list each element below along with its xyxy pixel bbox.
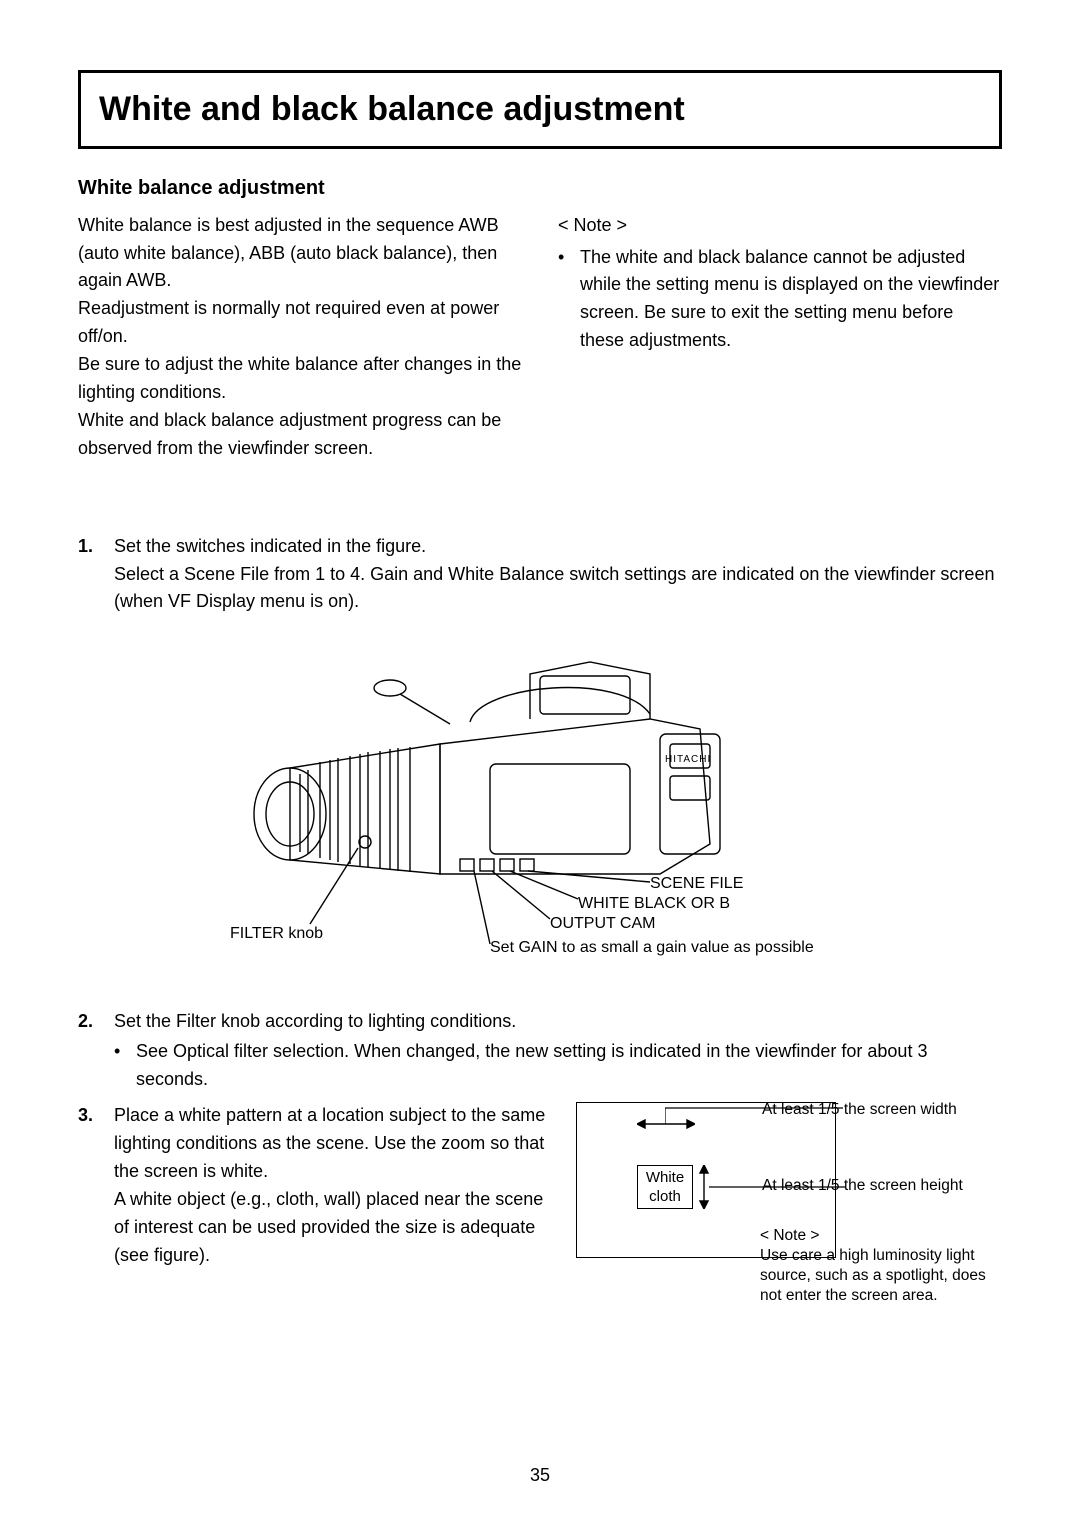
label-output-cam: OUTPUT CAM bbox=[550, 912, 655, 937]
page-number: 35 bbox=[530, 1462, 550, 1490]
intro-paragraph: Be sure to adjust the white balance afte… bbox=[78, 351, 522, 407]
width-dimension-label: At least 1/5 the screen width bbox=[762, 1100, 957, 1120]
step-bullet-text: See Optical filter selection. When chang… bbox=[136, 1038, 1002, 1094]
step-text: Select a Scene File from 1 to 4. Gain an… bbox=[114, 561, 1002, 617]
section-title: White and black balance adjustment bbox=[99, 83, 981, 136]
step-text: Set the switches indicated in the figure… bbox=[114, 533, 1002, 561]
diagram-note: < Note > Use care a high luminosity ligh… bbox=[760, 1226, 1000, 1307]
step-body: Place a white pattern at a location subj… bbox=[114, 1102, 552, 1269]
white-cloth-diagram: White cloth bbox=[572, 1102, 1002, 1258]
intro-paragraph: White balance is best adjusted in the se… bbox=[78, 212, 522, 296]
step-text: Set the Filter knob according to lightin… bbox=[114, 1008, 1002, 1036]
note-heading: < Note > bbox=[558, 212, 1002, 240]
subheading: White balance adjustment bbox=[78, 173, 1002, 204]
step-body: Set the switches indicated in the figure… bbox=[114, 533, 1002, 617]
section-title-box: White and black balance adjustment bbox=[78, 70, 1002, 149]
intro-paragraph: White and black balance adjustment progr… bbox=[78, 407, 522, 463]
step-number: 2. bbox=[78, 1008, 114, 1094]
label-gain-note: Set GAIN to as small a gain value as pos… bbox=[490, 936, 814, 961]
intro-left-column: White balance is best adjusted in the se… bbox=[78, 212, 522, 463]
white-cloth-box: White cloth bbox=[637, 1165, 693, 1209]
step-number: 3. bbox=[78, 1102, 114, 1269]
step-1: 1. Set the switches indicated in the fig… bbox=[78, 533, 1002, 617]
diagram-note-head: < Note > bbox=[760, 1227, 819, 1244]
label-filter-knob: FILTER knob bbox=[230, 922, 323, 947]
camera-diagram: HITACHI FILTER knob SCENE FILE WHITE BLA… bbox=[230, 644, 850, 974]
note-bullet-row: The white and black balance cannot be ad… bbox=[558, 244, 1002, 356]
diagram-note-body: Use care a high luminosity light source,… bbox=[760, 1247, 986, 1304]
height-dimension-label: At least 1/5 the screen height bbox=[762, 1176, 963, 1196]
step-bullet-row: See Optical filter selection. When chang… bbox=[114, 1038, 1002, 1094]
note-text: The white and black balance cannot be ad… bbox=[580, 244, 1002, 356]
step-text: Place a white pattern at a location subj… bbox=[114, 1102, 552, 1186]
bullet-icon bbox=[114, 1038, 136, 1094]
intro-columns: White balance is best adjusted in the se… bbox=[78, 212, 1002, 463]
step-number: 1. bbox=[78, 533, 114, 617]
step-2: 2. Set the Filter knob according to ligh… bbox=[78, 1008, 1002, 1094]
intro-right-column: < Note > The white and black balance can… bbox=[558, 212, 1002, 463]
step-3-text-column: 3. Place a white pattern at a location s… bbox=[78, 1102, 552, 1277]
step-3-row: 3. Place a white pattern at a location s… bbox=[78, 1102, 1002, 1277]
svg-text:HITACHI: HITACHI bbox=[665, 754, 711, 765]
step-text: A white object (e.g., cloth, wall) place… bbox=[114, 1186, 552, 1270]
step-body: Set the Filter knob according to lightin… bbox=[114, 1008, 1002, 1094]
step-3: 3. Place a white pattern at a location s… bbox=[78, 1102, 552, 1269]
bullet-icon bbox=[558, 244, 580, 356]
intro-paragraph: Readjustment is normally not required ev… bbox=[78, 295, 522, 351]
